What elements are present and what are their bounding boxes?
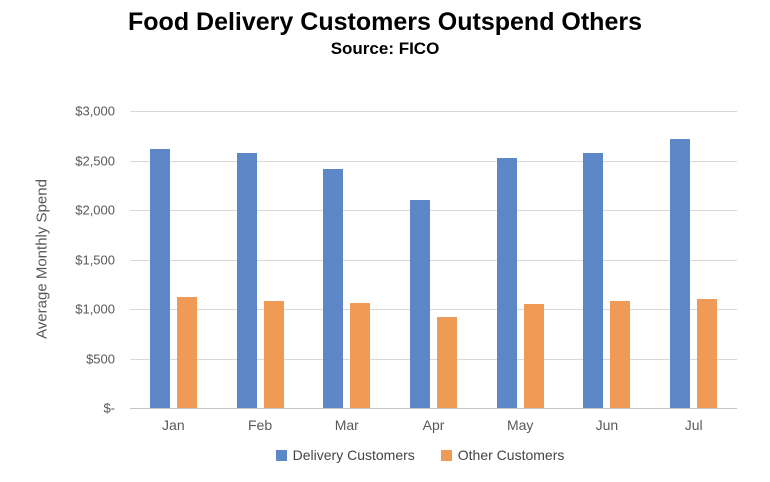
- x-tick-label-apr: Apr: [422, 417, 445, 433]
- legend-swatch-icon: [275, 449, 287, 461]
- legend-label: Other Customers: [457, 447, 565, 463]
- bar-delivery-customers-jul: [670, 139, 691, 408]
- x-tick-label-jun: Jun: [595, 417, 619, 433]
- y-axis-tick-labels: $- $500 $1,000 $1,500 $2,000 $2,500 $3,000: [30, 104, 115, 416]
- bar-other-customers-jul: [697, 299, 718, 408]
- legend-item-delivery-customers: Delivery Customers: [275, 447, 415, 463]
- gridline: [130, 259, 737, 261]
- chart-title: Food Delivery Customers Outspend Others: [128, 8, 642, 36]
- gridline: [130, 111, 737, 112]
- bar-other-customers-may: [523, 303, 544, 408]
- legend-swatch-icon: [440, 449, 452, 461]
- x-tick-label-mar: Mar: [334, 417, 359, 433]
- bar-delivery-customers-may: [496, 157, 517, 408]
- gridline: [130, 160, 737, 162]
- chart-subtitle: Source: FICO: [330, 39, 440, 58]
- x-tick-label-may: May: [506, 417, 534, 433]
- bar-delivery-customers-jan: [149, 148, 170, 408]
- bar-delivery-customers-feb: [236, 152, 257, 408]
- bar-delivery-customers-apr: [410, 200, 430, 408]
- y-tick-label: $1,500: [75, 252, 115, 267]
- x-tick-label-feb: Feb: [248, 417, 273, 433]
- bar-delivery-customers-mar: [323, 169, 344, 408]
- y-tick-label: $500: [86, 351, 115, 366]
- x-axis-line: [130, 408, 737, 409]
- bar-other-customers-feb: [263, 301, 284, 408]
- bar-other-customers-jan: [176, 296, 197, 408]
- bar-other-customers-mar: [350, 303, 371, 408]
- y-tick-label: $3,000: [75, 103, 115, 119]
- legend-label: Delivery Customers: [292, 447, 415, 463]
- y-tick-label: $2,500: [75, 153, 115, 168]
- bar-delivery-customers-jun: [583, 152, 604, 408]
- gridline: [130, 309, 737, 310]
- gridline: [130, 210, 737, 211]
- x-tick-label-jul: Jul: [684, 417, 703, 433]
- x-axis-labels: Jan Feb Mar Apr May Jun Jul: [130, 417, 737, 435]
- plot-area: [130, 111, 737, 409]
- chart-legend: Delivery Customers Other Customers: [112, 447, 728, 463]
- legend-item-other-customers: Other Customers: [440, 447, 565, 463]
- y-tick-label: $-: [103, 400, 115, 416]
- bar-other-customers-apr: [437, 316, 457, 408]
- gridline: [130, 358, 737, 360]
- bar-other-customers-jun: [610, 301, 631, 408]
- y-tick-label: $2,000: [75, 202, 115, 218]
- y-tick-label: $1,000: [75, 301, 115, 317]
- x-tick-label-jan: Jan: [162, 417, 185, 433]
